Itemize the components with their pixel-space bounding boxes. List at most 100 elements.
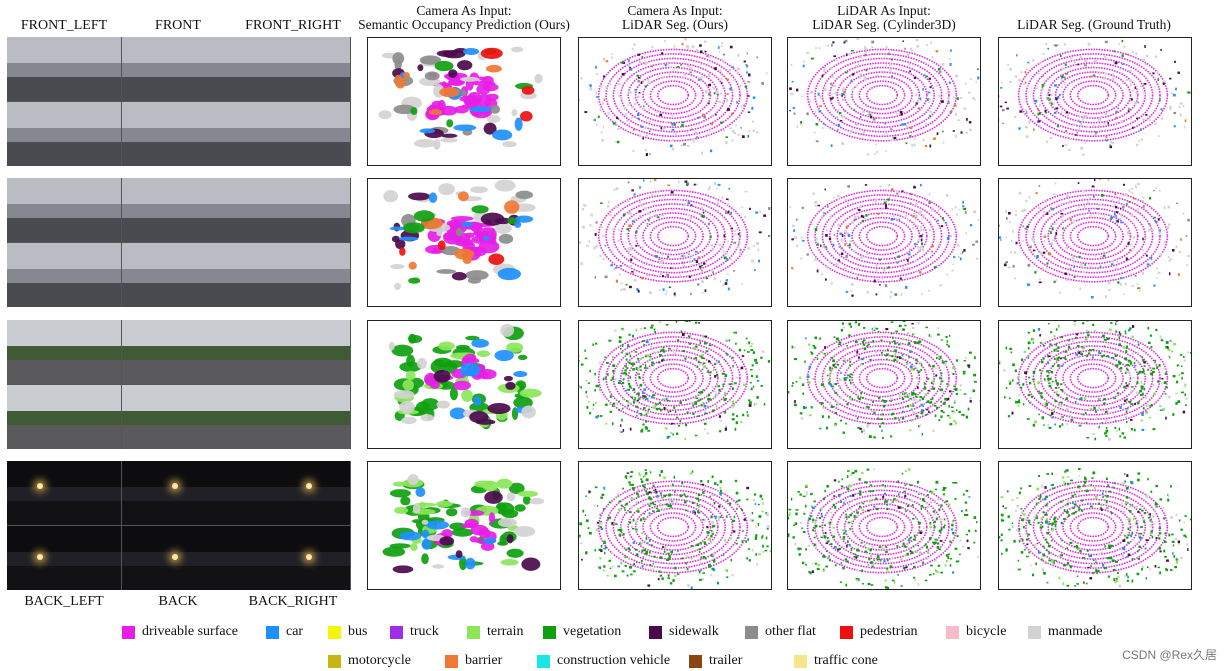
legend-item: terrain: [467, 624, 524, 640]
legend-swatch: [543, 625, 556, 639]
camera-mosaic: [7, 320, 351, 449]
camera-label-front: FRONT: [155, 18, 201, 33]
legend-swatch: [445, 654, 458, 668]
camera-image: [7, 385, 121, 449]
legend-label: construction vehicle: [557, 653, 671, 668]
camera-label-front-right: FRONT_RIGHT: [245, 18, 341, 33]
camera-image: [236, 102, 350, 166]
column-header-line1: Camera As Input:: [416, 3, 512, 18]
camera-image: [7, 243, 121, 307]
column-header-line1: [994, 4, 1194, 18]
camera-image: [7, 461, 121, 525]
column-header-ground-truth: LiDAR Seg. (Ground Truth): [994, 4, 1194, 32]
camera-image: [236, 37, 350, 101]
column-header-line2: LiDAR Seg. (Cylinder3D): [812, 17, 956, 32]
camera-image: [236, 178, 350, 242]
camera-mosaic: [7, 178, 351, 307]
column-header-line2: LiDAR Seg. (Ours): [621, 17, 729, 32]
prediction-panel: [787, 320, 981, 449]
prediction-panel: [787, 178, 981, 307]
legend-swatch: [745, 625, 758, 639]
legend-label: bus: [348, 624, 368, 639]
legend-item: driveable surface: [122, 624, 238, 640]
legend-label: truck: [410, 624, 439, 639]
legend-item: construction vehicle: [537, 653, 670, 669]
camera-image: [122, 178, 236, 242]
prediction-panel: [367, 37, 561, 166]
camera-image: [122, 37, 236, 101]
prediction-panel: [578, 37, 772, 166]
legend-item: manmade: [1028, 624, 1102, 640]
camera-image: [236, 385, 350, 449]
prediction-panel: [998, 461, 1192, 590]
legend-swatch: [266, 625, 279, 639]
legend-swatch: [689, 654, 702, 668]
prediction-panel: [998, 37, 1192, 166]
camera-image: [236, 526, 350, 590]
legend-item: vegetation: [543, 624, 621, 640]
column-header-line1: Camera As Input:: [627, 3, 723, 18]
prediction-panel: [578, 320, 772, 449]
prediction-panel: [578, 461, 772, 590]
camera-image: [122, 102, 236, 166]
prediction-panel: [998, 178, 1192, 307]
legend-item: pedestrian: [840, 624, 918, 640]
camera-image: [122, 526, 236, 590]
column-header-semantic-occupancy: Camera As Input: Semantic Occupancy Pred…: [356, 4, 572, 32]
camera-image: [7, 178, 121, 242]
camera-image: [236, 461, 350, 525]
column-header-line2: Semantic Occupancy Prediction (Ours): [358, 17, 570, 32]
camera-label-front-left: FRONT_LEFT: [20, 18, 108, 33]
camera-image: [122, 243, 236, 307]
column-header-line1: LiDAR As Input:: [837, 3, 931, 18]
legend-item: barrier: [445, 653, 502, 669]
column-header-cylinder3d: LiDAR As Input: LiDAR Seg. (Cylinder3D): [787, 4, 981, 32]
camera-image: [7, 37, 121, 101]
legend-item: trailer: [689, 653, 742, 669]
legend-label: motorcycle: [348, 653, 411, 668]
legend-label: pedestrian: [860, 624, 918, 639]
prediction-panel: [578, 178, 772, 307]
legend-item: other flat: [745, 624, 816, 640]
legend-label: trailer: [709, 653, 743, 668]
legend-item: sidewalk: [649, 624, 719, 640]
camera-mosaic: [7, 461, 351, 590]
legend-label: sidewalk: [669, 624, 719, 639]
legend-swatch: [328, 625, 341, 639]
camera-image: [236, 243, 350, 307]
prediction-panel: [367, 461, 561, 590]
legend-label: other flat: [765, 624, 816, 639]
legend-item: car: [266, 624, 303, 640]
legend-swatch: [840, 625, 853, 639]
legend-label: car: [286, 624, 304, 639]
camera-image: [122, 461, 236, 525]
legend-item: truck: [390, 624, 439, 640]
watermark: CSDN @Rex久居: [1122, 648, 1217, 662]
legend-swatch: [946, 625, 959, 639]
camera-image: [7, 102, 121, 166]
legend-item: bicycle: [946, 624, 1006, 640]
prediction-panel: [367, 320, 561, 449]
camera-image: [122, 385, 236, 449]
prediction-panel: [787, 461, 981, 590]
legend-label: bicycle: [966, 624, 1007, 639]
prediction-panel: [998, 320, 1192, 449]
legend-label: driveable surface: [142, 624, 238, 639]
legend-swatch: [649, 625, 662, 639]
legend-label: barrier: [465, 653, 503, 668]
legend-swatch: [390, 625, 403, 639]
legend-item: bus: [328, 624, 367, 640]
legend-swatch: [328, 654, 341, 668]
camera-label-back-right: BACK_RIGHT: [248, 594, 338, 609]
camera-mosaic: [7, 37, 351, 166]
legend-swatch: [794, 654, 807, 668]
legend-swatch: [467, 625, 480, 639]
camera-image: [236, 320, 350, 384]
prediction-panel: [367, 178, 561, 307]
camera-image: [7, 526, 121, 590]
legend-swatch: [1028, 625, 1041, 639]
legend-row: motorcycle barrier construction vehicle tra…: [0, 653, 1229, 669]
legend-label: vegetation: [563, 624, 622, 639]
legend-row: driveable surface car bus truck terrain veget…: [0, 624, 1229, 640]
legend-swatch: [122, 625, 135, 639]
